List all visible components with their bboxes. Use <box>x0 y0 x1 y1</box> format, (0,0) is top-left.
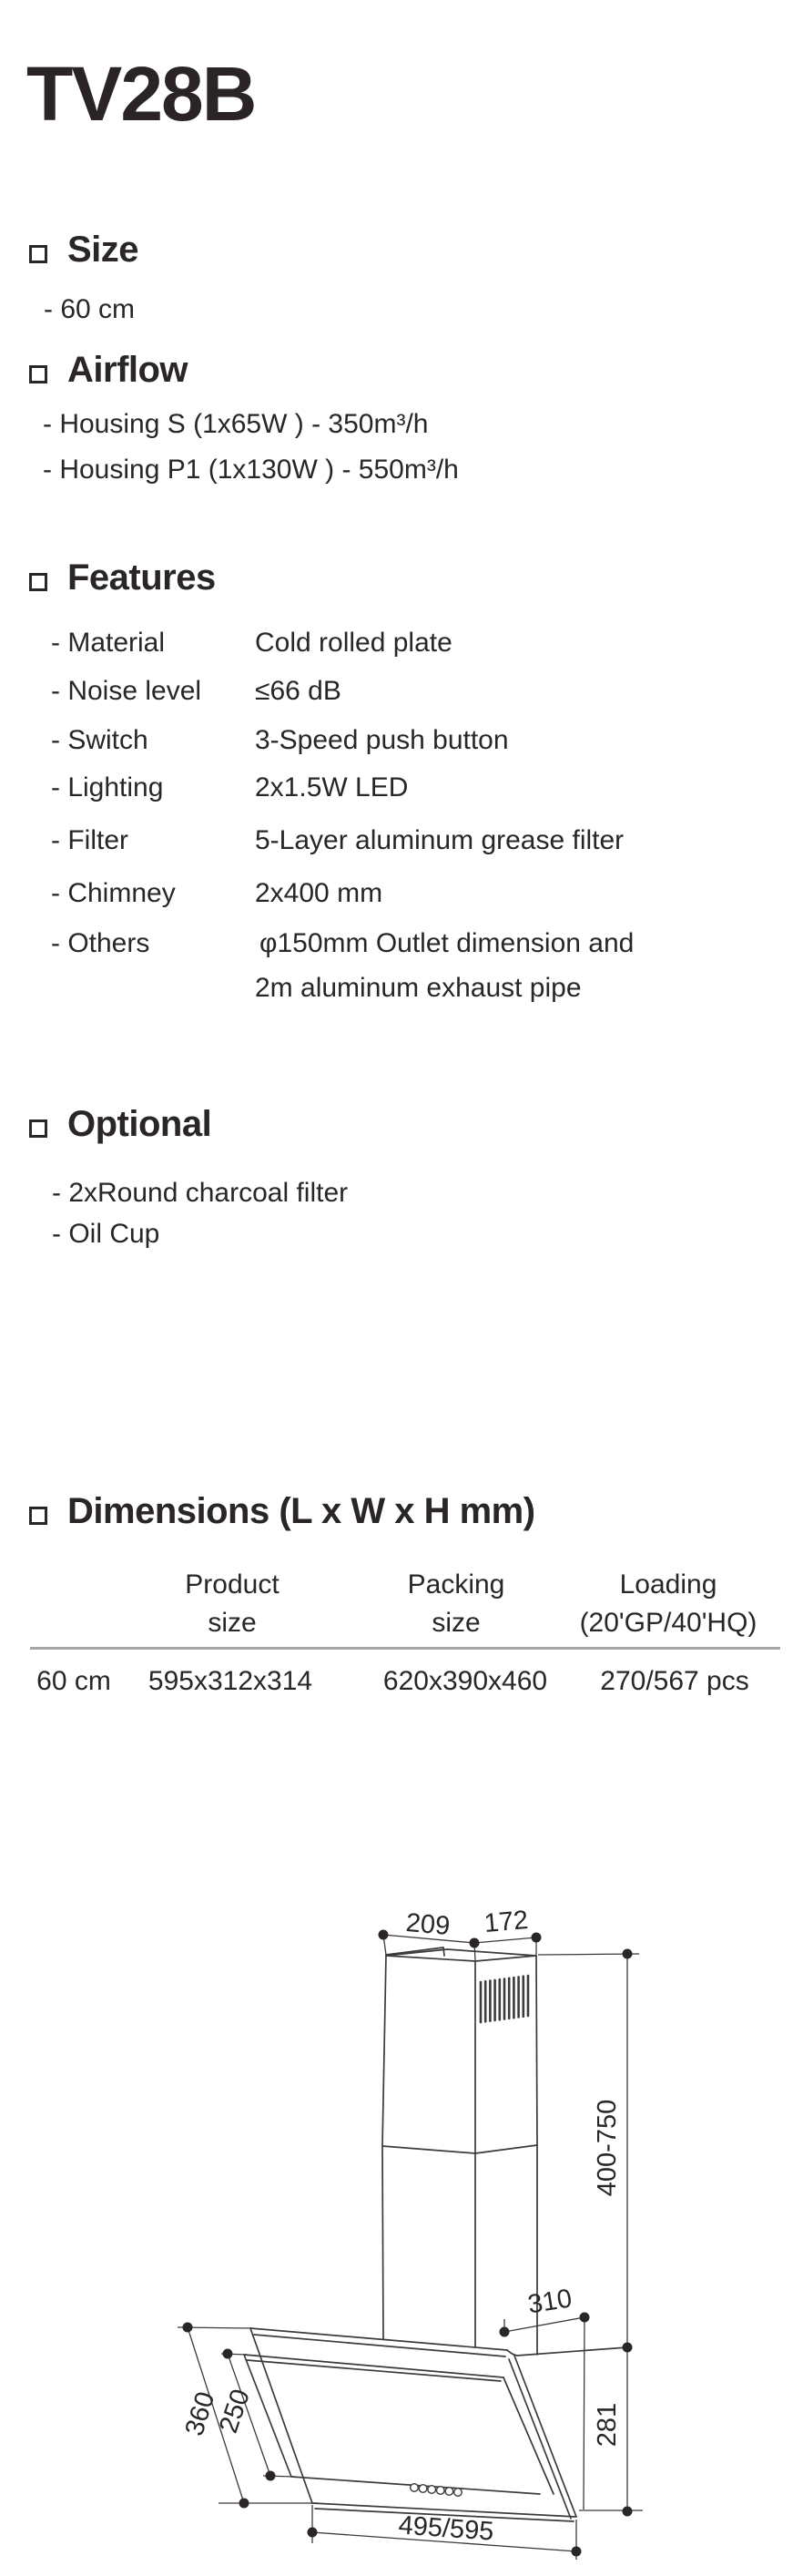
section-airflow-heading: Airflow <box>29 350 188 390</box>
section-optional-heading: Optional <box>29 1104 212 1144</box>
feature-label: - Switch <box>51 725 148 755</box>
header-line: size <box>432 1608 481 1638</box>
feature-label: - Noise level <box>51 676 202 706</box>
feature-row: - Filter 5-Layer aluminum grease filter <box>51 824 624 857</box>
feature-value: 2x400 mm <box>255 878 383 908</box>
technical-drawing: 209 172 400-750 281 310 360 250 495/595 <box>177 1906 643 2560</box>
size-item: - 60 cm <box>44 294 136 324</box>
square-bullet-icon <box>29 1506 47 1525</box>
feature-label: - Lighting <box>51 772 164 802</box>
feature-row: - Lighting 2x1.5W LED <box>51 772 408 804</box>
feature-value: 3-Speed push button <box>255 725 509 755</box>
dim-label-209: 209 <box>405 1908 452 1941</box>
dim-label-172: 172 <box>483 1906 530 1938</box>
header-line: Product <box>185 1569 280 1600</box>
feature-row: - Switch 3-Speed push button <box>51 724 509 757</box>
dim-label-250: 250 <box>214 2386 256 2437</box>
section-heading-label: Airflow <box>67 350 188 390</box>
table-cell-size: 60 cm <box>36 1666 111 1696</box>
control-buttons-icon <box>410 2482 463 2497</box>
square-bullet-icon <box>29 572 47 591</box>
feature-value: Cold rolled plate <box>255 628 452 658</box>
table-header-product-size: Product size <box>141 1566 323 1642</box>
table-cell-packing: 620x390x460 <box>382 1666 548 1696</box>
dim-label-400-750: 400-750 <box>593 2100 622 2196</box>
airflow-item: - Housing S (1x65W ) - 350m³/h <box>43 409 429 439</box>
square-bullet-icon <box>29 1119 47 1138</box>
feature-value-line2: 2m aluminum exhaust pipe <box>255 973 582 1003</box>
feature-value: φ150mm Outlet dimension and <box>259 928 635 958</box>
airflow-item: - Housing P1 (1x130W ) - 550m³/h <box>43 455 459 485</box>
feature-row: - Chimney 2x400 mm <box>51 877 382 910</box>
feature-label: - Filter <box>51 825 128 855</box>
optional-item: - Oil Cup <box>52 1219 160 1249</box>
section-dimensions-heading: Dimensions (L x W x H mm) <box>29 1491 535 1531</box>
header-line: size <box>208 1608 257 1638</box>
section-heading-label: Dimensions (L x W x H mm) <box>67 1491 535 1531</box>
vent-grille-icon <box>479 1974 530 2024</box>
header-line: Loading <box>619 1569 717 1600</box>
section-features-heading: Features <box>29 557 216 598</box>
dim-label-360: 360 <box>180 2388 221 2439</box>
dim-label-310: 310 <box>526 2284 574 2319</box>
dimension-dots <box>182 1929 633 2557</box>
section-heading-label: Optional <box>67 1104 212 1144</box>
square-bullet-icon <box>29 364 47 383</box>
square-bullet-icon <box>29 244 47 263</box>
hood-outline <box>243 1947 628 2522</box>
feature-row: - Others φ150mm Outlet dimension and <box>51 927 634 960</box>
feature-value: ≤66 dB <box>255 676 341 706</box>
section-heading-label: Features <box>67 557 216 598</box>
feature-label: - Others <box>51 928 150 958</box>
table-header-packing-size: Packing size <box>365 1566 547 1642</box>
section-size-heading: Size <box>29 230 139 270</box>
feature-label: - Chimney <box>51 878 176 908</box>
table-cell-product: 595x312x314 <box>147 1666 313 1696</box>
dim-label-281: 281 <box>593 2403 622 2447</box>
dim-label-495-595: 495/595 <box>398 2510 495 2546</box>
page-title: TV28B <box>26 51 257 137</box>
table-cell-loading: 270/567 pcs <box>600 1666 749 1696</box>
feature-row: - Noise level ≤66 dB <box>51 675 341 708</box>
header-line: (20'GP/40'HQ) <box>579 1608 757 1638</box>
table-divider <box>30 1647 780 1650</box>
feature-label: - Material <box>51 628 166 658</box>
feature-value: 5-Layer aluminum grease filter <box>255 825 625 855</box>
feature-value: 2x1.5W LED <box>255 772 409 802</box>
feature-row: - Material Cold rolled plate <box>51 627 452 659</box>
section-heading-label: Size <box>67 230 139 270</box>
table-header-loading: Loading (20'GP/40'HQ) <box>554 1566 783 1642</box>
header-line: Packing <box>407 1569 505 1600</box>
optional-item: - 2xRound charcoal filter <box>52 1178 349 1208</box>
dimension-lines <box>177 1934 643 2560</box>
